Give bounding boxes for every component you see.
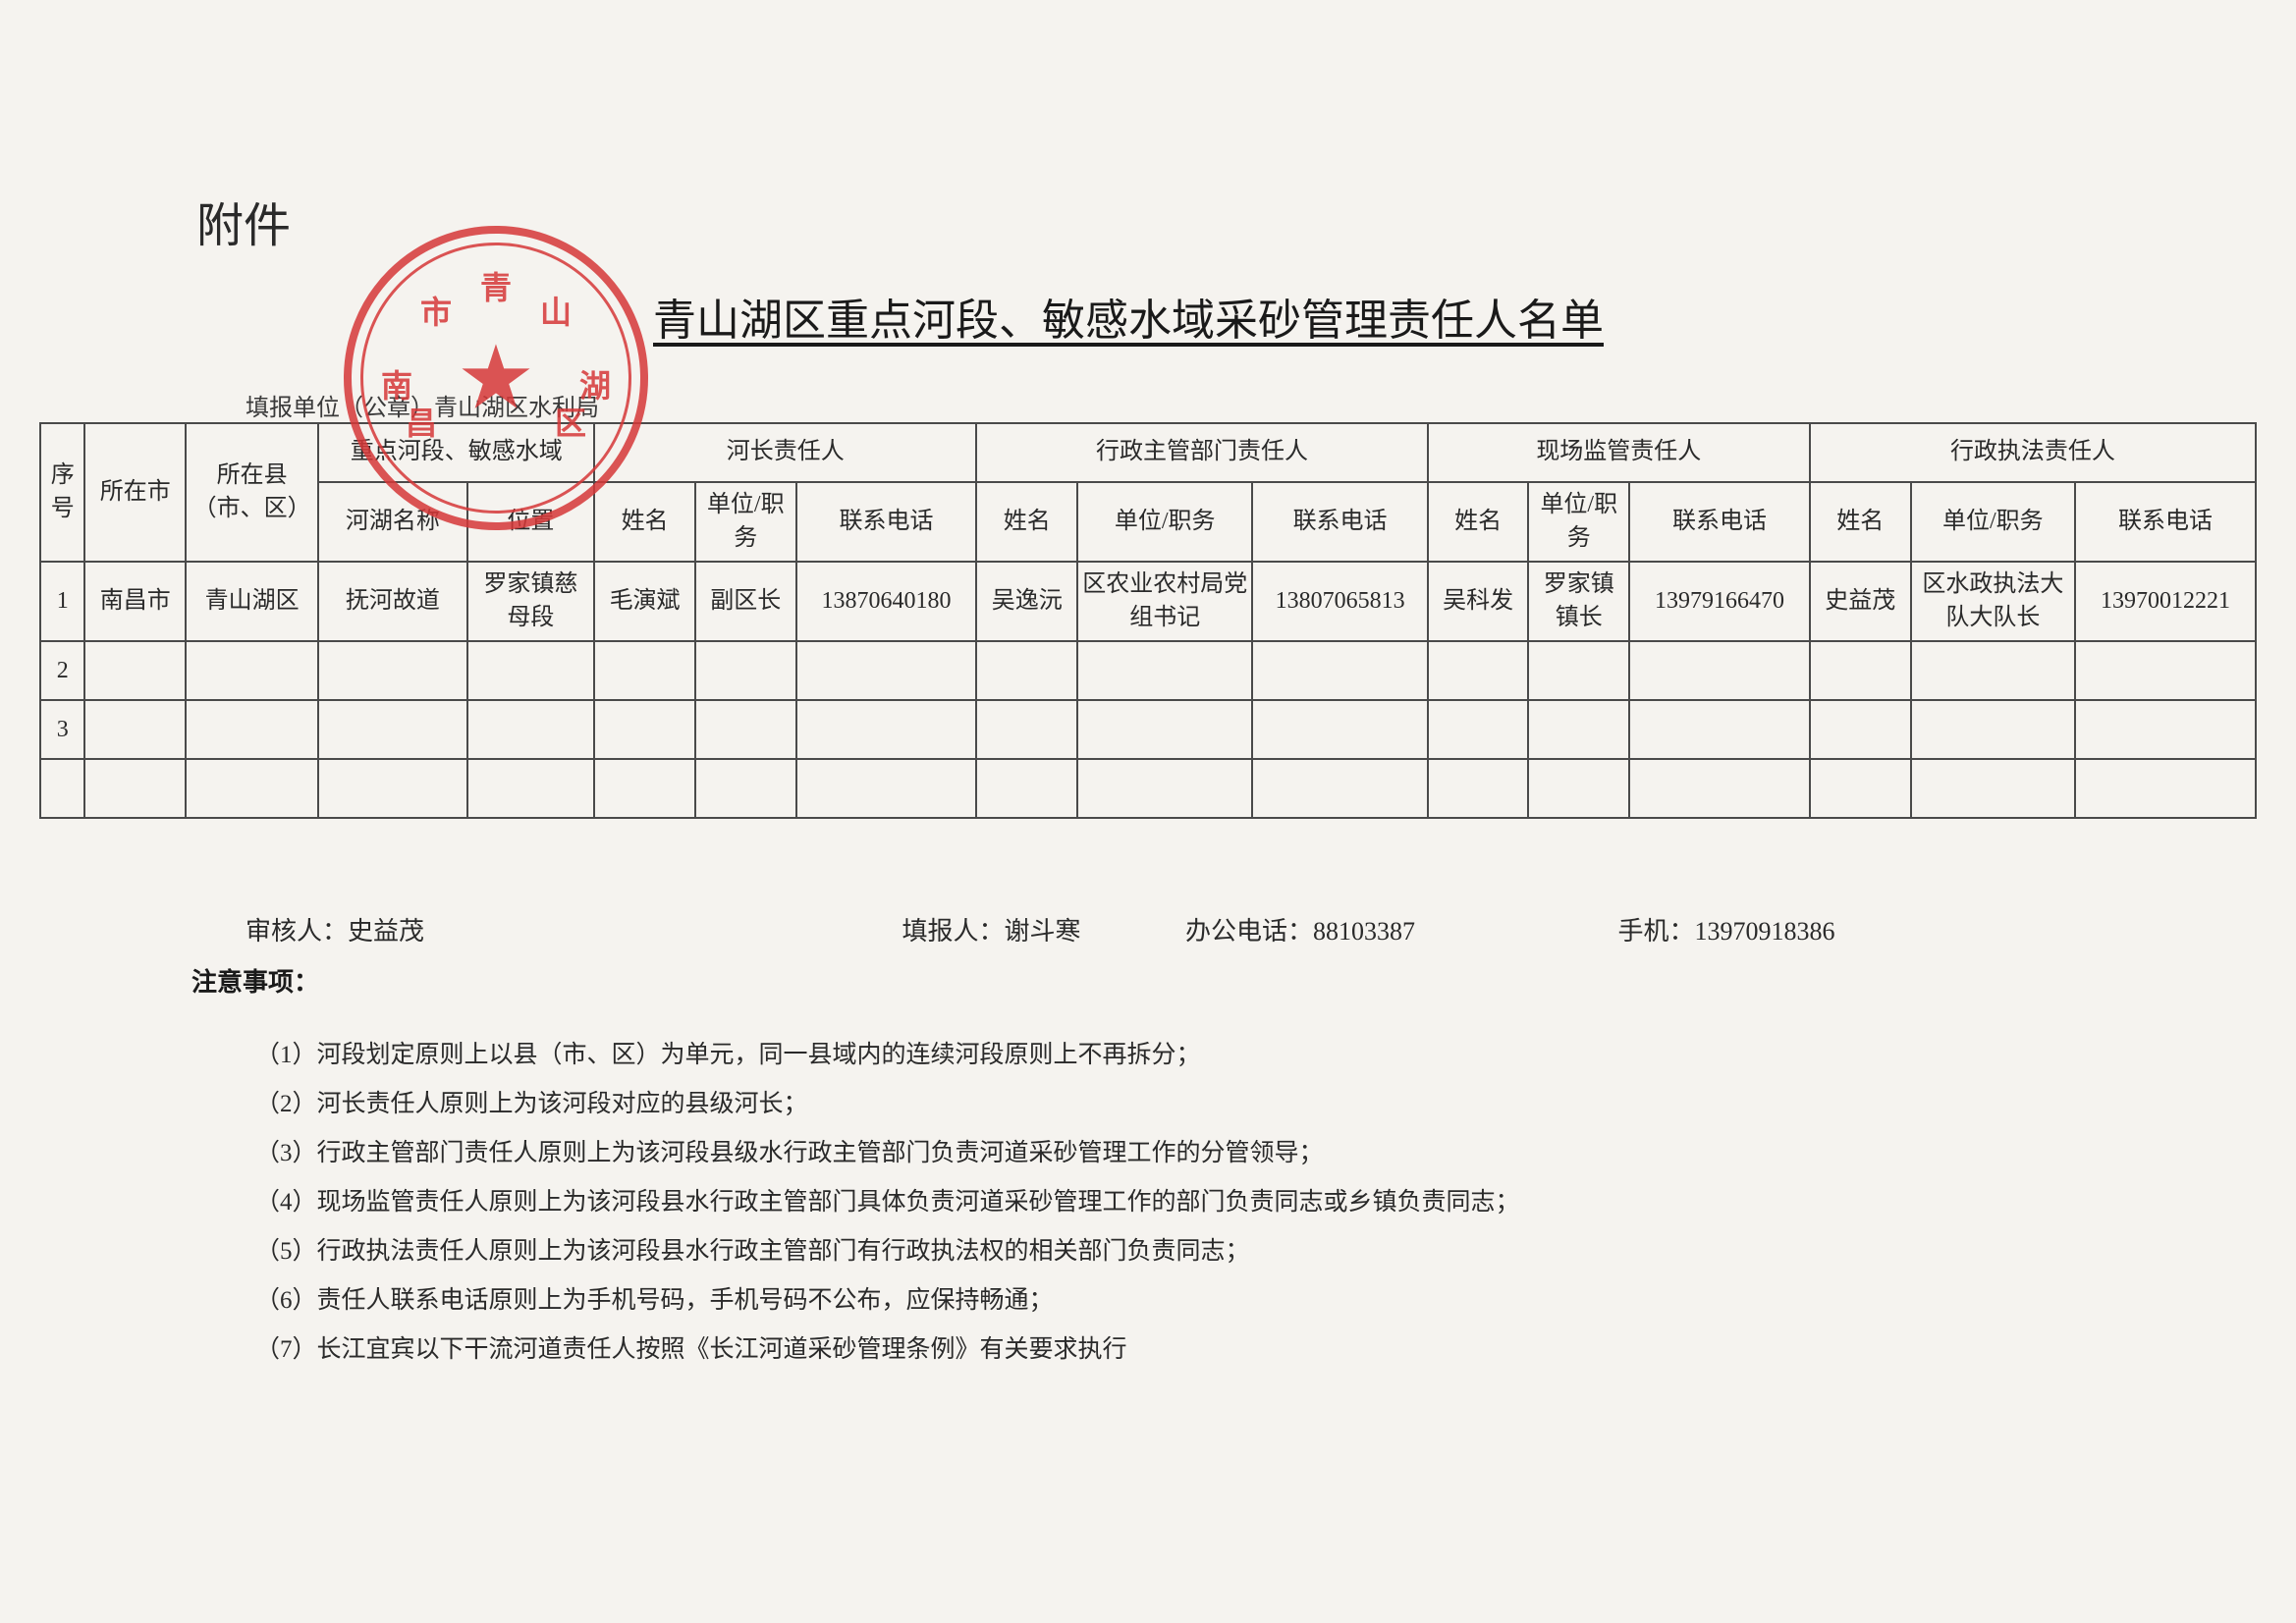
note-item: （2）河长责任人原则上为该河段对应的县级河长； <box>255 1080 1520 1129</box>
col-group-river-leader: 河长责任人 <box>594 423 976 482</box>
page: 附件 ★ 青 市 山 南 湖 昌 区 青山湖区重点河段、敏感水域采砂管理责任人名… <box>0 0 2296 1623</box>
col-al-post: 单位/职务 <box>1077 482 1252 562</box>
table-row: 1 南昌市 青山湖区 抚河故道 罗家镇慈母段 毛演斌 副区长 138706401… <box>40 562 2256 641</box>
filler: 填报人：谢斗寒 <box>902 911 1081 947</box>
footer-line: 审核人：史益茂 填报人：谢斗寒 办公电话：88103387 手机：1397091… <box>246 911 2249 947</box>
cell-ol-name: 吴科发 <box>1428 562 1529 641</box>
office-phone: 办公电话：88103387 <box>1185 911 1415 947</box>
note-item: （5）行政执法责任人原则上为该河段县水行政主管部门有行政执法权的相关部门负责同志… <box>255 1227 1520 1276</box>
stamp-char: 市 <box>420 288 452 333</box>
cell-seq: 1 <box>40 562 84 641</box>
col-rl-phone: 联系电话 <box>796 482 977 562</box>
col-group-admin-leader: 行政主管部门责任人 <box>976 423 1427 482</box>
responsibility-table: 序号 所在市 所在县（市、区） 重点河段、敏感水域 河长责任人 行政主管部门责任… <box>39 422 2257 819</box>
notes-header: 注意事项： <box>191 962 319 999</box>
cell-seq <box>40 759 84 818</box>
cell-location: 罗家镇慈母段 <box>467 562 595 641</box>
col-ll-post: 单位/职务 <box>1911 482 2076 562</box>
cell-river-name: 抚河故道 <box>318 562 466 641</box>
cell-rl-phone: 13870640180 <box>796 562 977 641</box>
cell-rl-post: 副区长 <box>695 562 796 641</box>
col-river-name: 河湖名称 <box>318 482 466 562</box>
cell-seq: 3 <box>40 700 84 759</box>
note-item: （3）行政主管部门责任人原则上为该河段县级水行政主管部门负责河道采砂管理工作的分… <box>255 1129 1520 1178</box>
cell-al-name: 吴逸沅 <box>976 562 1077 641</box>
col-ol-post: 单位/职务 <box>1528 482 1629 562</box>
col-rl-post: 单位/职务 <box>695 482 796 562</box>
col-group-onsite-leader: 现场监管责任人 <box>1428 423 1810 482</box>
cell-al-phone: 13807065813 <box>1252 562 1427 641</box>
note-item: （6）责任人联系电话原则上为手机号码，手机号码不公布，应保持畅通； <box>255 1276 1520 1325</box>
col-al-name: 姓名 <box>976 482 1077 562</box>
col-location: 位置 <box>467 482 595 562</box>
col-ol-phone: 联系电话 <box>1629 482 1810 562</box>
note-item: （4）现场监管责任人原则上为该河段县水行政主管部门具体负责河道采砂管理工作的部门… <box>255 1178 1520 1227</box>
cell-rl-name: 毛演斌 <box>594 562 695 641</box>
cell-ll-post: 区水政执法大队大队长 <box>1911 562 2076 641</box>
cell-ll-name: 史益茂 <box>1810 562 1911 641</box>
cell-ol-phone: 13979166470 <box>1629 562 1810 641</box>
cell-seq: 2 <box>40 641 84 700</box>
col-seq: 序号 <box>40 423 84 562</box>
table-subheader-row: 河湖名称 位置 姓名 单位/职务 联系电话 姓名 单位/职务 联系电话 姓名 单… <box>40 482 2256 562</box>
reviewer: 审核人：史益茂 <box>246 911 424 947</box>
table-row: 2 <box>40 641 2256 700</box>
attachment-label: 附件 <box>196 187 291 255</box>
note-item: （1）河段划定原则上以县（市、区）为单元，同一县域内的连续河段原则上不再拆分； <box>255 1031 1520 1080</box>
col-group-key-section: 重点河段、敏感水域 <box>318 423 594 482</box>
notes-list: （1）河段划定原则上以县（市、区）为单元，同一县域内的连续河段原则上不再拆分； … <box>216 1031 1520 1375</box>
cell-county: 青山湖区 <box>186 562 318 641</box>
page-title: 青山湖区重点河段、敏感水域采砂管理责任人名单 <box>653 285 1604 348</box>
table-row <box>40 759 2256 818</box>
col-al-phone: 联系电话 <box>1252 482 1427 562</box>
report-unit: 填报单位（公章）青山湖区水利局 <box>246 388 599 422</box>
cell-ol-post: 罗家镇镇长 <box>1528 562 1629 641</box>
col-rl-name: 姓名 <box>594 482 695 562</box>
col-city: 所在市 <box>84 423 186 562</box>
col-group-law-leader: 行政执法责任人 <box>1810 423 2256 482</box>
table-row: 3 <box>40 700 2256 759</box>
table-header-row: 序号 所在市 所在县（市、区） 重点河段、敏感水域 河长责任人 行政主管部门责任… <box>40 423 2256 482</box>
stamp-char: 青 <box>480 263 512 308</box>
col-county: 所在县（市、区） <box>186 423 318 562</box>
stamp-char: 山 <box>540 288 572 333</box>
note-item: （7）长江宜宾以下干流河道责任人按照《长江河道采砂管理条例》有关要求执行 <box>255 1325 1520 1375</box>
cell-ll-phone: 13970012221 <box>2075 562 2256 641</box>
cell-al-post: 区农业农村局党组书记 <box>1077 562 1252 641</box>
col-ol-name: 姓名 <box>1428 482 1529 562</box>
col-ll-name: 姓名 <box>1810 482 1911 562</box>
mobile: 手机：13970918386 <box>1618 911 1835 947</box>
col-ll-phone: 联系电话 <box>2075 482 2256 562</box>
cell-city: 南昌市 <box>84 562 186 641</box>
